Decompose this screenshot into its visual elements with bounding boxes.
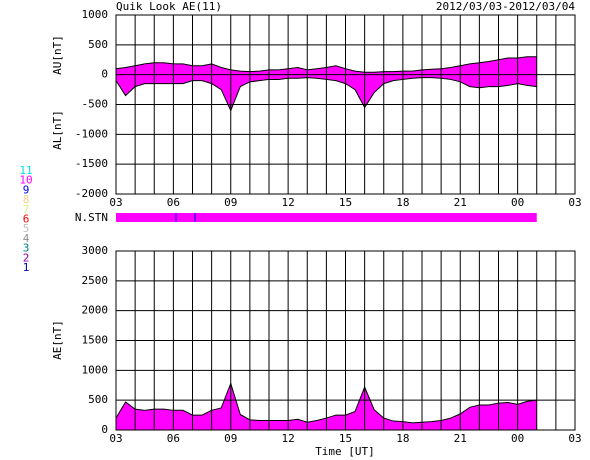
n-stn-label: N.STN <box>75 211 108 224</box>
y-tick-label: 3000 <box>82 244 109 257</box>
station-legend-label: 5 <box>23 222 30 235</box>
x-tick-label: 03 <box>568 196 581 209</box>
y-tick-label: 1000 <box>82 363 109 376</box>
station-legend-label: 4 <box>23 232 30 245</box>
x-axis-label: Time [UT] <box>315 445 375 458</box>
y-axis-label: AU[nT] <box>51 35 64 75</box>
x-tick-label: 06 <box>167 196 180 209</box>
x-tick-label: 06 <box>167 432 180 445</box>
y-axis-label: AE[nT] <box>51 320 64 360</box>
station-legend-label: 1 <box>23 261 30 274</box>
x-tick-label: 15 <box>339 196 352 209</box>
x-tick-label: 03 <box>568 432 581 445</box>
x-tick-label: 09 <box>224 196 237 209</box>
x-tick-label: 21 <box>454 432 467 445</box>
x-tick-label: 03 <box>109 432 122 445</box>
y-tick-label: -1500 <box>75 157 108 170</box>
station-legend-label: 6 <box>23 213 30 226</box>
x-tick-label: 00 <box>511 196 524 209</box>
y-tick-label: -2000 <box>75 187 108 200</box>
station-legend-label: 11 <box>19 164 32 177</box>
plot-frame <box>115 14 576 195</box>
station-legend-label: 10 <box>19 174 32 187</box>
x-tick-label: 18 <box>396 196 409 209</box>
x-tick-label: 15 <box>339 432 352 445</box>
y-tick-label: 1000 <box>82 8 109 21</box>
area-fill <box>116 56 537 75</box>
y-tick-label: 0 <box>101 68 108 81</box>
date-range: 2012/03/03-2012/03/04 <box>436 0 575 13</box>
area-fill <box>116 383 537 430</box>
y-tick-label: -1000 <box>75 127 108 140</box>
x-tick-label: 12 <box>282 432 295 445</box>
x-tick-label: 18 <box>396 432 409 445</box>
y-tick-label: 1500 <box>82 334 109 347</box>
x-tick-label: 00 <box>511 432 524 445</box>
station-legend-label: 7 <box>23 203 30 216</box>
n-stn-bar <box>116 213 537 222</box>
y-tick-label: 500 <box>88 38 108 51</box>
y-tick-label: 2000 <box>82 304 109 317</box>
x-tick-label: 09 <box>224 432 237 445</box>
title: Quik Look AE(11) <box>116 0 222 13</box>
y-axis-label: AL[nT] <box>51 110 64 150</box>
plot-frame <box>115 250 576 431</box>
station-legend-label: 9 <box>23 183 30 196</box>
x-tick-label: 21 <box>454 196 467 209</box>
area-fill <box>116 74 537 111</box>
y-tick-label: 500 <box>88 393 108 406</box>
x-tick-label: 12 <box>282 196 295 209</box>
station-legend-label: 2 <box>23 251 30 264</box>
station-legend-label: 3 <box>23 242 30 255</box>
y-tick-label: 2500 <box>82 274 109 287</box>
y-tick-label: -500 <box>82 98 109 111</box>
y-tick-label: 0 <box>101 423 108 436</box>
station-legend-label: 8 <box>23 193 30 206</box>
x-tick-label: 03 <box>109 196 122 209</box>
